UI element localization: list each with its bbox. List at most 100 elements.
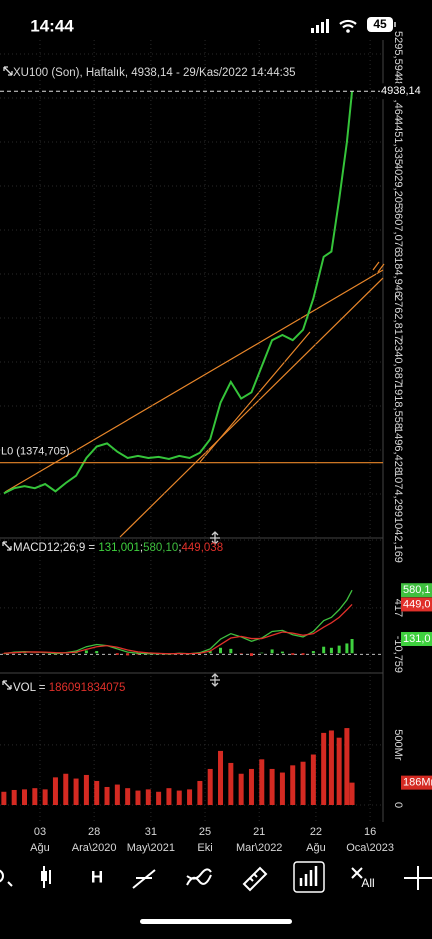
bar (291, 653, 294, 655)
chart-type-bars (301, 866, 316, 886)
bar (250, 653, 253, 656)
series-line (4, 604, 352, 653)
bar (135, 791, 140, 805)
bar (330, 648, 333, 653)
bar (271, 649, 274, 653)
bar (53, 777, 58, 805)
bar (197, 781, 202, 805)
legend-part: 131,001 (98, 542, 140, 554)
bar (177, 791, 182, 805)
bar (302, 653, 305, 655)
candle-body (42, 872, 46, 880)
ruler-tool[interactable] (244, 868, 266, 890)
bar (280, 773, 285, 805)
bar (105, 787, 110, 805)
expand-icon[interactable] (3, 542, 11, 550)
bar (249, 769, 254, 805)
home-indicator (140, 919, 292, 924)
signal-icon (311, 19, 329, 33)
legend: VOL = 186091834075 (13, 682, 125, 694)
bar (85, 651, 88, 654)
bar (156, 792, 161, 805)
battery-level: 45 (373, 17, 387, 31)
bar (63, 774, 68, 805)
y-tick-label: 3607,076 (392, 207, 404, 253)
y-tick-label: 4451,335 (392, 119, 404, 165)
y-tick-label: 2340,687 (392, 339, 404, 385)
bar (84, 775, 89, 805)
y-tick-label: 5295,594 (392, 31, 404, 77)
bar (125, 788, 130, 805)
bar (94, 781, 99, 805)
bar (312, 651, 315, 653)
wifi-icon (340, 21, 356, 28)
bar (32, 788, 37, 805)
wifi-dot (346, 29, 350, 33)
battery-tip (394, 22, 396, 27)
legend-part: 186091834075 (49, 682, 126, 694)
bar (322, 647, 325, 654)
bar (351, 639, 354, 653)
bar (22, 789, 27, 805)
legend-part: 580,10 (143, 542, 178, 554)
bar (126, 653, 129, 655)
bar (1, 792, 6, 805)
bar (95, 651, 98, 653)
bar (350, 783, 355, 805)
bar (218, 751, 223, 805)
bar (338, 646, 341, 654)
legend-part: 449,038 (182, 542, 224, 554)
y-tick-label: 500Mr (392, 729, 404, 761)
bar (228, 763, 233, 805)
toolbar-label[interactable]: H (91, 867, 103, 886)
bar (260, 653, 263, 654)
y-tick-label: 2762,817 (392, 295, 404, 341)
bar (74, 779, 79, 805)
bar (166, 788, 171, 805)
legend: MACD12;26;9 = 131,001;580,10;449,038 (13, 542, 223, 554)
bar (321, 733, 326, 805)
last-value-label: 131,0 (403, 633, 431, 645)
legend-part: MACD12;26;9 = (13, 542, 95, 554)
last-value-label: 580,1 (403, 584, 431, 596)
bar (12, 790, 17, 805)
bar (208, 769, 213, 805)
series-line (4, 590, 352, 654)
y-tick-label: 0 (392, 802, 404, 808)
bar (115, 785, 120, 805)
bar (239, 774, 244, 805)
bar (301, 762, 306, 805)
bar (329, 730, 334, 805)
search-tool[interactable] (0, 870, 3, 882)
series-line (4, 91, 352, 493)
bar (116, 653, 119, 655)
chart-type-tool[interactable] (294, 862, 324, 892)
bar (219, 648, 222, 653)
line-tool[interactable] (133, 870, 155, 888)
clock: 14:44 (30, 16, 74, 35)
legend-part: VOL = (13, 682, 46, 694)
last-price-label: 4938,14 (381, 85, 421, 97)
y-tick-label: 1918,558 (392, 383, 404, 429)
bar (146, 789, 151, 805)
trend-lines (5, 270, 383, 537)
bar (259, 759, 264, 805)
expand-icon[interactable] (3, 681, 11, 689)
bar (344, 728, 349, 805)
search-tool-handle[interactable] (8, 882, 12, 886)
last-value-label: 186Mr (403, 777, 432, 789)
resize-handle[interactable] (210, 674, 220, 686)
toolbar-label[interactable]: All (361, 876, 374, 890)
expand-icon[interactable] (4, 67, 12, 75)
crosshair-tool[interactable] (404, 866, 432, 890)
indicator-tool[interactable] (187, 869, 211, 885)
